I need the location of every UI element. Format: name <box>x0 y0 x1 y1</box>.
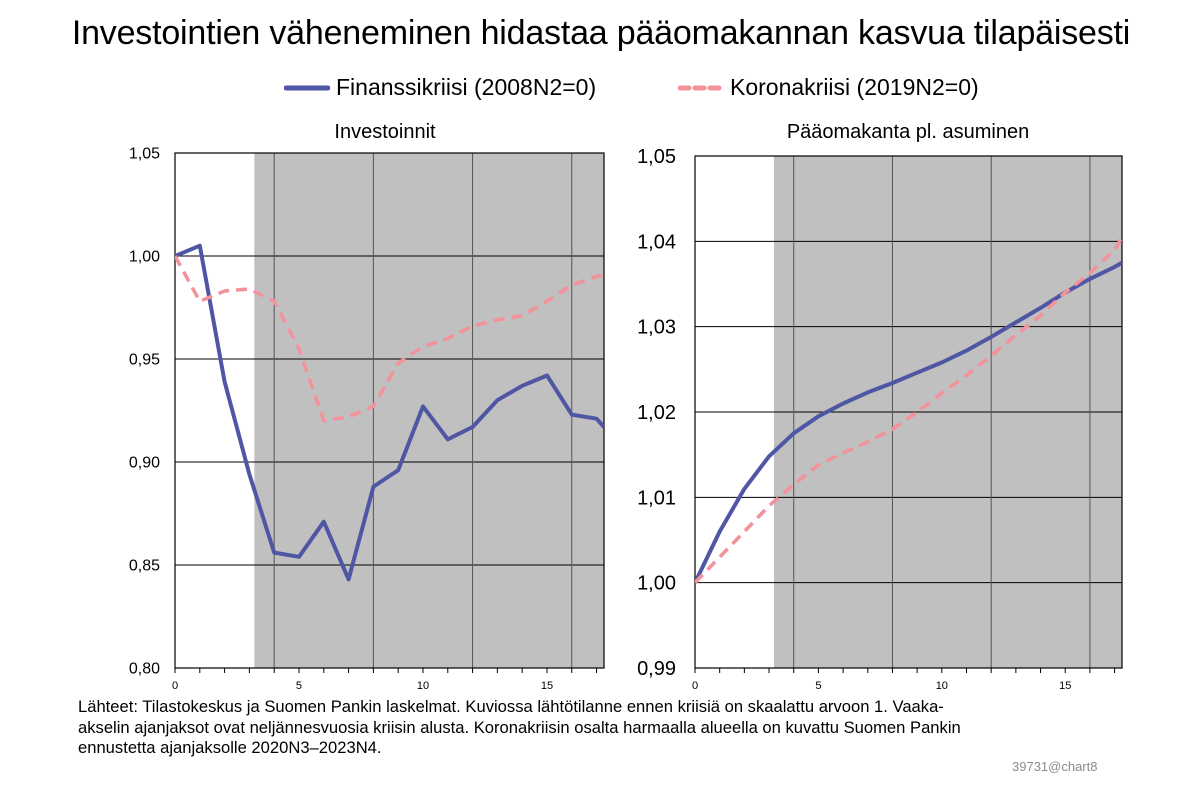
y-tick-label: 0,80 <box>129 661 160 678</box>
y-tick-label: 1,01 <box>637 487 676 509</box>
legend-item-koronakriisi: Koronakriisi (2019N2=0) <box>678 74 979 101</box>
y-tick-label: 1,03 <box>637 317 676 339</box>
footnote-line-1: Lähteet: Tilastokeskus ja Suomen Pankin … <box>78 697 944 716</box>
series-line-koronakriisi <box>175 255 604 423</box>
chart-title: Investointien väheneminen hidastaa pääom… <box>71 14 1131 52</box>
footnote-line-2: akselin ajanjaksot ovat neljännesvuosia … <box>78 717 961 737</box>
chart-id-stamp: 39731@chart8 <box>1012 759 1098 774</box>
panel-title: Pääomakanta pl. asuminen <box>787 121 1029 143</box>
y-tick-label: 0,90 <box>129 455 160 472</box>
footnote-line-3: ennustetta ajanjaksolle 2020N3–2023N4. <box>78 738 382 757</box>
y-tick-label: 1,04 <box>637 231 676 253</box>
plot-frame <box>694 155 1123 669</box>
forecast-shade <box>254 153 604 668</box>
y-tick-label: 1,00 <box>129 249 160 266</box>
legend-label-koronakriisi: Koronakriisi (2019N2=0) <box>730 74 979 100</box>
legend-item-finanssikriisi: Finanssikriisi (2008N2=0) <box>284 74 596 101</box>
plot-frame <box>174 152 605 669</box>
charts-canvas: Investoinnit 0,80 0,85 0,90 0,95 1,00 1,05 0 5 10… <box>129 121 1123 692</box>
x-tick-label: 5 <box>296 680 302 692</box>
chart-panel-1: Investoinnit 0,80 0,85 0,90 0,95 1,00 1,05 0 5 10… <box>129 121 605 692</box>
x-tick-label: 0 <box>172 680 178 692</box>
x-tick-label: 15 <box>541 680 553 692</box>
legend: Finanssikriisi (2008N2=0) Koronakriisi (… <box>0 74 1202 104</box>
series-line-koronakriisi <box>695 236 1122 584</box>
legend-label-finanssikriisi: Finanssikriisi (2008N2=0) <box>336 74 597 100</box>
y-tick-label: 1,05 <box>129 146 160 163</box>
series-line-finanssikriisi <box>175 243 604 582</box>
y-tick-label: 1,02 <box>637 402 676 424</box>
y-tick-label: 1,05 <box>637 146 676 168</box>
y-tick-label: 0,85 <box>129 558 160 575</box>
panel-title: Investoinnit <box>334 121 436 143</box>
x-tick-label: 5 <box>815 680 821 692</box>
x-tick-label: 15 <box>1059 680 1071 692</box>
y-tick-label: 1,00 <box>637 573 676 595</box>
chart-panel-2: Pääomakanta pl. asuminen 0,99 1,00 1,01 1,02… <box>637 121 1123 692</box>
footnote: Lähteet: Tilastokeskus ja Suomen Pankin … <box>78 697 1123 759</box>
legend-swatch-solid <box>284 85 330 90</box>
x-tick-label: 10 <box>936 680 948 692</box>
x-tick-label: 10 <box>417 680 429 692</box>
y-tick-label: 0,95 <box>129 352 160 369</box>
legend-swatch-dashed <box>678 85 724 90</box>
x-tick-label: 0 <box>692 680 698 692</box>
y-tick-label: 0,99 <box>637 658 676 680</box>
